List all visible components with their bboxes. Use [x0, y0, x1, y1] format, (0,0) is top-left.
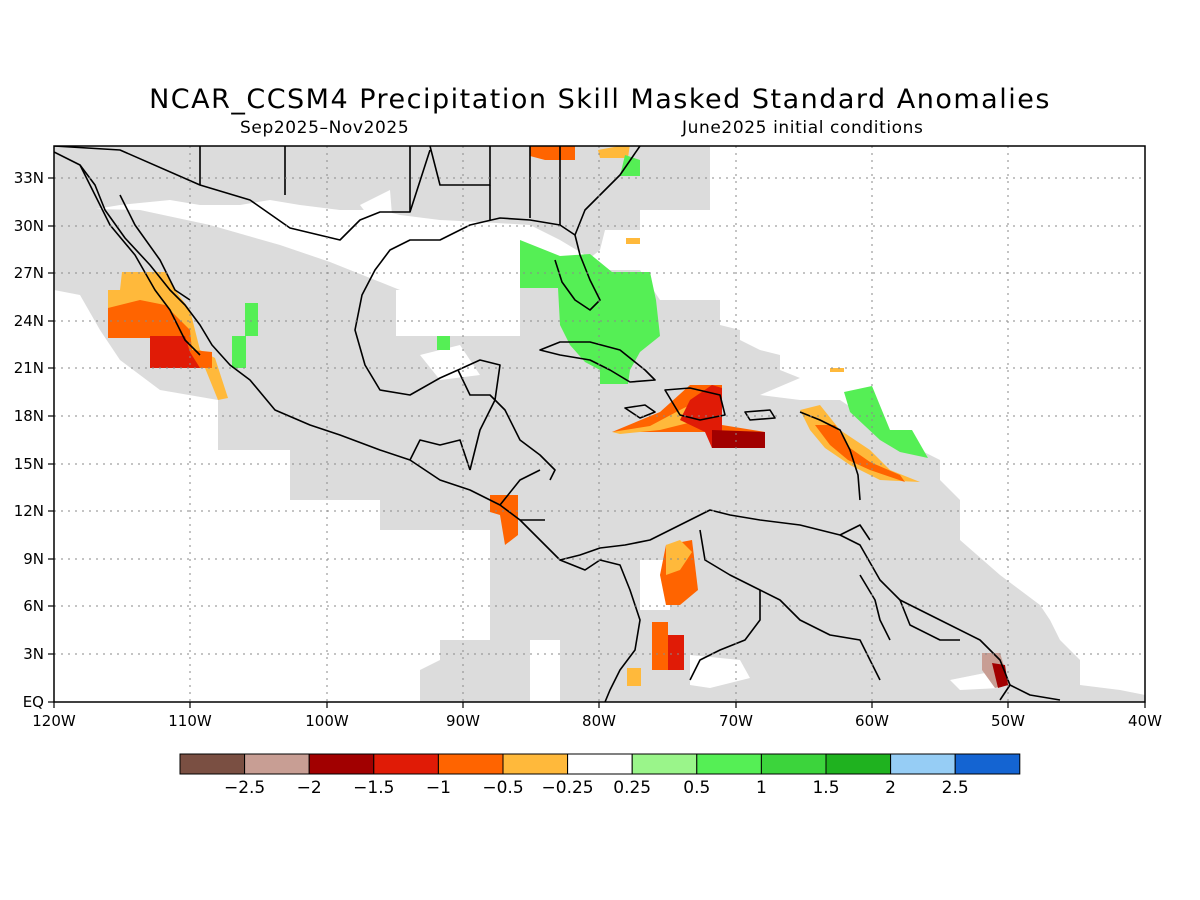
lat-label-30n: 30N: [14, 217, 44, 235]
colorbar-labels: −2.5 −2 −1.5 −1 −0.5 −0.25 0.25 0.5 1 1.5 2 2.5: [224, 778, 969, 798]
colorbar-label: 1: [756, 778, 767, 798]
lon-label-120w: 120W: [32, 712, 76, 730]
colorbar-label: 2.5: [942, 778, 969, 798]
forecast-period: Sep2025–Nov2025: [240, 118, 410, 138]
colorbar-label: −2: [297, 778, 322, 798]
colorbar: −2.5 −2 −1.5 −1 −0.5 −0.25 0.25 0.5 1 1.5 2 2.5: [179, 753, 1021, 798]
lat-label-6n: 6N: [23, 597, 44, 615]
colorbar-swatch: [760, 753, 827, 775]
colorbar-label: 0.5: [683, 778, 710, 798]
colorbar-swatch: [954, 753, 1021, 775]
initial-conditions: June2025 initial conditions: [682, 118, 924, 138]
map-area: [54, 146, 1145, 702]
colorbar-label: −2.5: [224, 778, 265, 798]
lat-label-eq: EQ: [23, 693, 44, 711]
lat-label-27n: 27N: [14, 264, 44, 282]
lat-label-33n: 33N: [14, 169, 44, 187]
colorbar-swatch: [373, 753, 439, 775]
lon-labels: 120W 110W 100W 90W 80W 70W 60W 50W 40W: [32, 712, 1162, 730]
lon-label-100w: 100W: [305, 712, 349, 730]
lat-label-3n: 3N: [23, 645, 44, 663]
lon-label-90w: 90W: [446, 712, 480, 730]
colorbar-swatch: [179, 753, 246, 775]
colorbar-swatch: [308, 753, 375, 775]
lat-label-24n: 24N: [14, 312, 44, 330]
colorbar-label: −1.5: [353, 778, 394, 798]
lat-labels: 33N 30N 27N 24N 21N 18N 15N 12N 9N 6N 3N…: [14, 169, 44, 711]
colorbar-label: 0.25: [613, 778, 651, 798]
map-grid: [54, 146, 1145, 702]
colorbar-label: −1: [426, 778, 451, 798]
colorbar-label: −0.5: [482, 778, 523, 798]
lon-label-60w: 60W: [855, 712, 889, 730]
lon-label-80w: 80W: [582, 712, 616, 730]
colorbar-swatch: [502, 753, 569, 775]
colorbar-swatch: [696, 753, 762, 775]
colorbar-label: −0.25: [542, 778, 594, 798]
colorbar-swatch: [631, 753, 698, 775]
map-title: NCAR_CCSM4 Precipitation Skill Masked St…: [149, 84, 1051, 115]
anomaly-shading: [108, 146, 1010, 688]
lat-label-9n: 9N: [23, 550, 44, 568]
mask-gaps: [360, 190, 1000, 702]
colorbar-label: 1.5: [812, 778, 839, 798]
lon-label-50w: 50W: [991, 712, 1025, 730]
colorbar-swatch: [437, 753, 504, 775]
colorbar-swatch: [244, 753, 310, 775]
lat-label-18n: 18N: [14, 407, 44, 425]
colorbar-swatch: [825, 753, 892, 775]
coastlines: [54, 146, 1061, 702]
lon-label-70w: 70W: [719, 712, 753, 730]
lon-label-40w: 40W: [1128, 712, 1162, 730]
lat-label-12n: 12N: [14, 502, 44, 520]
colorbar-swatch: [567, 753, 633, 775]
colorbar-swatches: [179, 753, 1021, 775]
colorbar-swatch: [890, 753, 956, 775]
lat-label-21n: 21N: [14, 359, 44, 377]
lat-label-15n: 15N: [14, 455, 44, 473]
lon-label-110w: 110W: [168, 712, 212, 730]
tick-marks: [48, 177, 1146, 708]
colorbar-label: 2: [885, 778, 896, 798]
